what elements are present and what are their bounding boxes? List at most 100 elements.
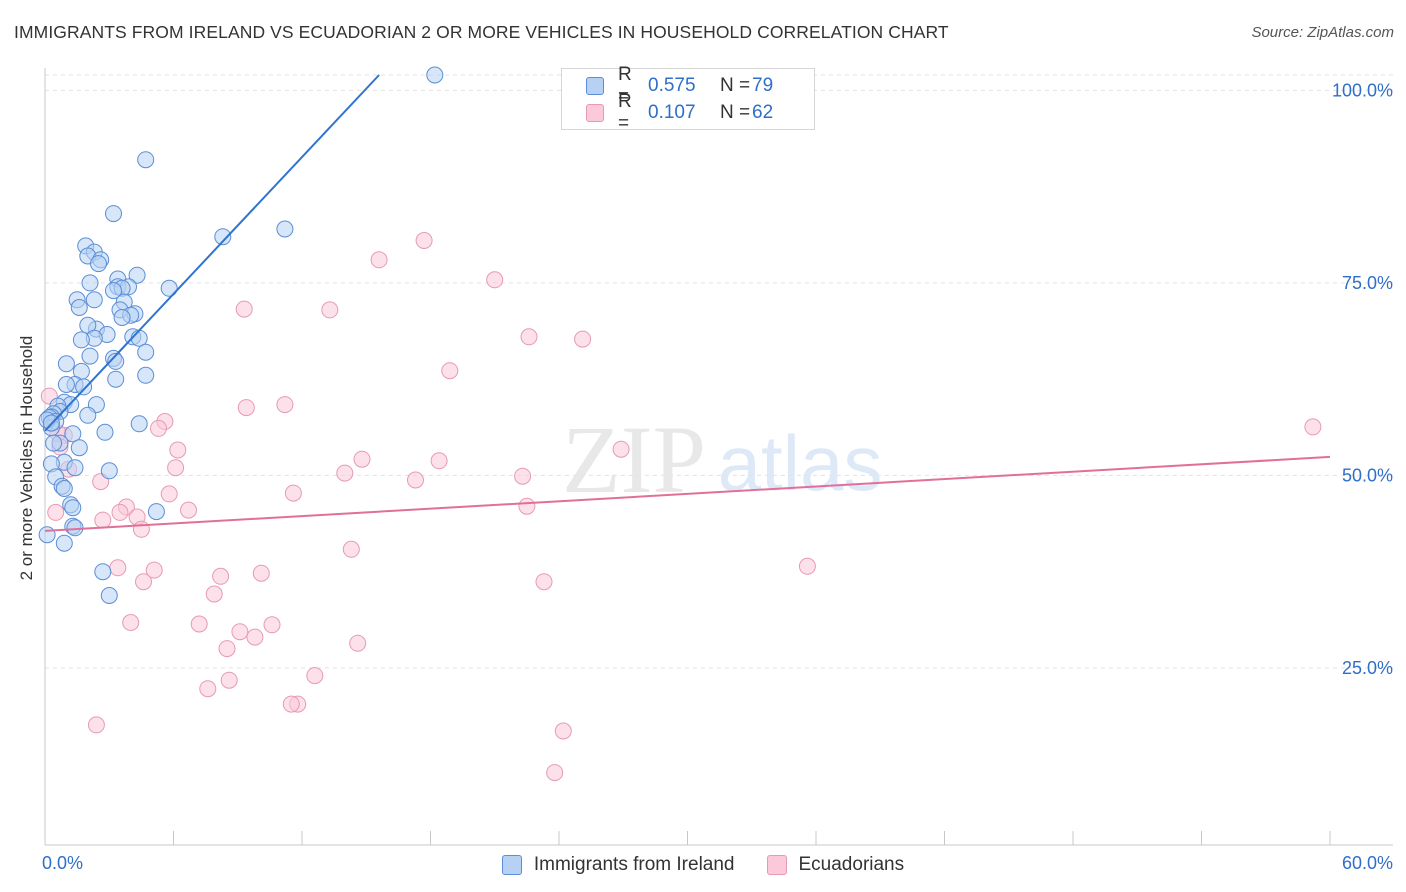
- ireland-point-4: [214, 228, 232, 246]
- ireland-trend-line: [44, 74, 380, 432]
- ireland-point-59: [45, 434, 63, 452]
- ireland-point-37: [57, 355, 75, 373]
- ireland-point-21: [70, 299, 88, 316]
- ecuadorian-point-57: [546, 764, 564, 782]
- ecuadorian-point-54: [282, 695, 300, 713]
- ecuadorian-point-17: [353, 450, 371, 468]
- r-value-ecuadorian: 0.107: [648, 102, 696, 123]
- ecuadorian-point-6: [574, 330, 592, 348]
- ecuadorian-point-36: [145, 561, 163, 579]
- ecuadorian-point-5: [520, 328, 538, 346]
- ireland-point-2: [105, 205, 122, 223]
- legend-item-ecuadorians[interactable]: Ecuadorians: [766, 854, 904, 876]
- ecuadorian-point-45: [263, 616, 281, 634]
- ireland-point-75: [94, 563, 112, 581]
- ecuadorian-point-0: [415, 232, 433, 249]
- legend-row-ireland: R = 0.575 N = 79: [586, 64, 774, 107]
- ecuadorian-point-49: [246, 628, 264, 646]
- ireland-point-1: [137, 151, 155, 169]
- ireland-point-9: [90, 255, 107, 273]
- r-value-ireland: 0.575: [648, 75, 696, 96]
- ireland-point-34: [81, 347, 99, 365]
- y-tick-label-100: 100.0%: [1332, 80, 1393, 100]
- ecuadorian-point-26: [518, 497, 536, 515]
- ecuadorian-point-10: [1304, 418, 1322, 436]
- ireland-point-39: [137, 366, 155, 384]
- n-value-ecuadorian: 62: [752, 102, 774, 123]
- ecuadorian-point-56: [554, 722, 572, 740]
- legend-item-ireland[interactable]: Immigrants from Ireland: [501, 854, 735, 876]
- ecuadorian-point-3: [235, 300, 253, 318]
- n-label: N =: [720, 75, 751, 96]
- y-tick-label-50: 50.0%: [1342, 465, 1393, 485]
- ecuadorian-point-33: [132, 520, 150, 538]
- ecuadorian-point-24: [160, 485, 178, 503]
- ecuadorian-point-8: [276, 396, 294, 414]
- correlation-legend: R = 0.575 N = 79 R = 0.107 N = 62: [561, 64, 815, 134]
- ireland-point-56: [96, 423, 114, 441]
- y-tick-label-75: 75.0%: [1342, 273, 1393, 293]
- x-tick-label-min: 0.0%: [42, 853, 83, 873]
- ecuadorian-point-34: [342, 540, 360, 558]
- ecuadorian-point-47: [349, 634, 367, 652]
- ireland-point-42: [75, 378, 93, 396]
- ecuadorian-point-42: [205, 585, 223, 603]
- ecuadorian-trend-line: [44, 455, 1331, 532]
- ireland-point-18: [85, 291, 103, 309]
- ireland-point-17: [105, 282, 122, 300]
- ireland-point-43: [57, 376, 75, 393]
- ecuadorian-point-46: [231, 623, 249, 641]
- ireland-point-0: [426, 66, 444, 84]
- ecuadorian-point-25: [284, 484, 302, 502]
- n-label: N =: [720, 102, 751, 123]
- ecuadorian-point-43: [122, 614, 140, 631]
- ecuadorian-point-39: [798, 557, 816, 575]
- ireland-point-69: [64, 499, 82, 517]
- ecuadorian-point-9: [237, 399, 255, 417]
- ecuadorian-point-20: [336, 464, 354, 482]
- ireland-point-60: [70, 439, 88, 457]
- ecuadorian-point-15: [169, 441, 187, 459]
- ireland-point-33: [137, 343, 155, 361]
- ecuadorian-point-52: [199, 680, 217, 698]
- ireland-legend-icon: [501, 855, 522, 875]
- ecuadorian-point-41: [535, 573, 553, 591]
- ecuadorian-point-37: [252, 564, 270, 582]
- r-label: R =: [618, 64, 632, 107]
- ecuadorian-point-28: [180, 501, 197, 519]
- ireland-point-31: [72, 331, 90, 349]
- ireland-point-12: [81, 274, 99, 292]
- legend-row-ecuadorian: R = 0.107 N = 62: [586, 91, 774, 134]
- ecuadorian-point-31: [47, 503, 65, 521]
- ireland-point-36: [107, 352, 125, 370]
- ecuadorian-point-2: [486, 271, 504, 289]
- r-label: R =: [618, 91, 632, 134]
- ecuadorian-point-12: [150, 419, 167, 437]
- n-value-ireland: 79: [752, 75, 774, 96]
- ecuadorian-point-40: [135, 573, 152, 591]
- ecuadorian-point-38: [212, 567, 230, 585]
- ecuadorian-point-32: [94, 511, 112, 529]
- ireland-point-73: [38, 526, 56, 544]
- ecuadorian-point-1: [370, 251, 388, 269]
- ecuadorian-point-44: [190, 615, 208, 633]
- ireland-point-54: [130, 415, 148, 433]
- ecuadorian-point-48: [218, 640, 236, 658]
- ecuadorian-point-50: [306, 667, 324, 685]
- ireland-point-76: [100, 587, 118, 604]
- legend-label-ireland: Immigrants from Ireland: [533, 854, 735, 875]
- ecuadorians-legend-icon: [766, 855, 787, 875]
- ecuadorian-point-51: [220, 671, 238, 689]
- ireland-point-63: [66, 459, 84, 477]
- source-credit: Source: ZipAtlas.com: [1251, 24, 1394, 41]
- ireland-swatch-icon: [586, 77, 604, 95]
- ecuadorian-point-7: [441, 362, 459, 380]
- ecuadorian-point-16: [612, 440, 630, 458]
- ireland-point-3: [276, 220, 294, 238]
- series-legend: Immigrants from Ireland Ecuadorians: [0, 851, 1406, 879]
- ecuadorian-point-19: [167, 459, 185, 477]
- ecuadorian-swatch-icon: [586, 104, 604, 122]
- ireland-point-16: [160, 279, 178, 297]
- x-tick-label-max: 60.0%: [1342, 853, 1393, 873]
